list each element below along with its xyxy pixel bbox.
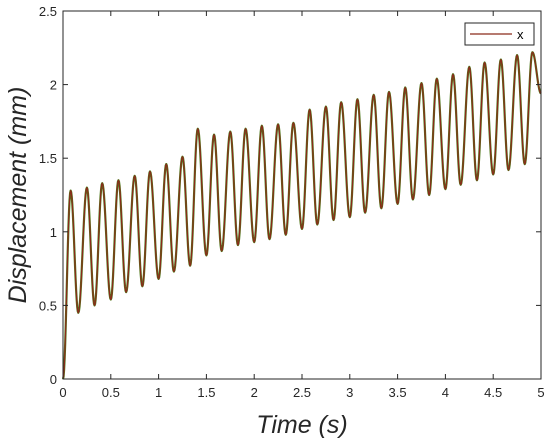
- x-tick-label: 4.5: [484, 385, 502, 400]
- y-axis-ticks: 0 0.5 1 1.5 2 2.5: [39, 4, 541, 387]
- series-line-x: [62, 51, 542, 380]
- x-tick-label: 0.5: [102, 385, 120, 400]
- legend: x: [464, 22, 535, 46]
- x-tick-label: 5: [537, 385, 544, 400]
- legend-label-x: x: [517, 27, 524, 42]
- x-tick-label: 1.5: [197, 385, 215, 400]
- x-tick-label: 1: [155, 385, 162, 400]
- y-tick-label: 1.5: [39, 151, 57, 166]
- x-tick-label: 3.5: [389, 385, 407, 400]
- x-tick-label: 0: [59, 385, 66, 400]
- y-tick-label: 2: [50, 78, 57, 93]
- x-axis-title: Time (s): [256, 411, 347, 439]
- y-axis-title: Displacement (mm): [4, 87, 32, 304]
- x-axis-ticks: 0 0.5 1 1.5 2 2.5 3 3.5 4 4.5 5: [59, 11, 545, 400]
- plot-area: [63, 11, 541, 379]
- y-tick-label: 0.5: [39, 298, 57, 313]
- series-layer: [61, 51, 542, 380]
- y-tick-label: 1: [50, 225, 57, 240]
- y-tick-label: 0: [50, 372, 57, 387]
- x-tick-label: 2: [251, 385, 258, 400]
- x-tick-label: 2.5: [293, 385, 311, 400]
- x-tick-label: 4: [442, 385, 449, 400]
- x-tick-label: 3: [346, 385, 353, 400]
- y-tick-label: 2.5: [39, 4, 57, 19]
